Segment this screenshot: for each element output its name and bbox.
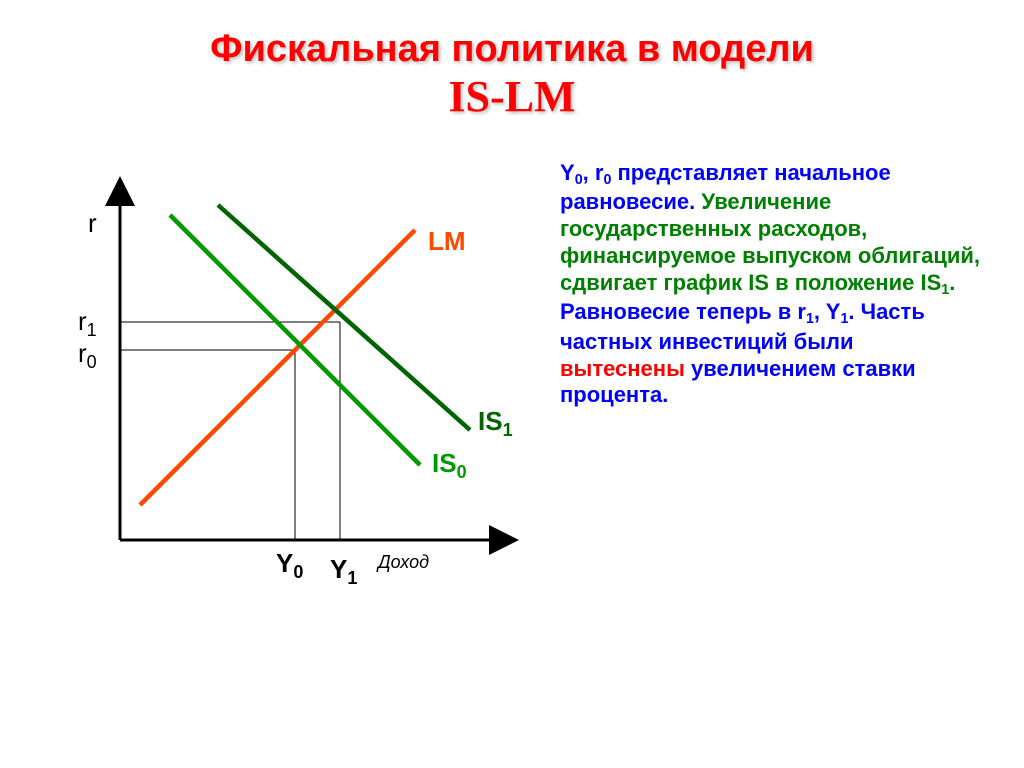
description-text: Y0, r0 представляет начальное равновесие… <box>560 160 980 409</box>
title-line1: Фискальная политика в модели <box>210 28 814 70</box>
desc-blue-2: Равновесие теперь в r1, Y1. Часть частны… <box>560 299 925 353</box>
islm-chart: r r1 r0 LM IS1 IS0 Y0 Y1 Доход <box>40 170 540 630</box>
r1-label: r1 <box>78 306 97 340</box>
slide-title: Фискальная политика в модели IS-LM <box>0 28 1024 122</box>
desc-red-word: вытеснены <box>560 356 685 381</box>
y0-label: Y0 <box>276 548 303 582</box>
x-axis-label: Доход <box>376 552 429 572</box>
y1-label: Y1 <box>330 554 357 588</box>
lm-label: LM <box>428 226 466 256</box>
lm-line <box>140 230 415 505</box>
y-axis-label: r <box>88 208 97 238</box>
is0-label: IS0 <box>432 448 467 482</box>
is1-label: IS1 <box>478 406 513 440</box>
r0-label: r0 <box>78 338 97 372</box>
slide-root: Фискальная политика в модели IS-LM r r1 <box>0 0 1024 768</box>
title-line2: IS-LM <box>0 72 1024 123</box>
